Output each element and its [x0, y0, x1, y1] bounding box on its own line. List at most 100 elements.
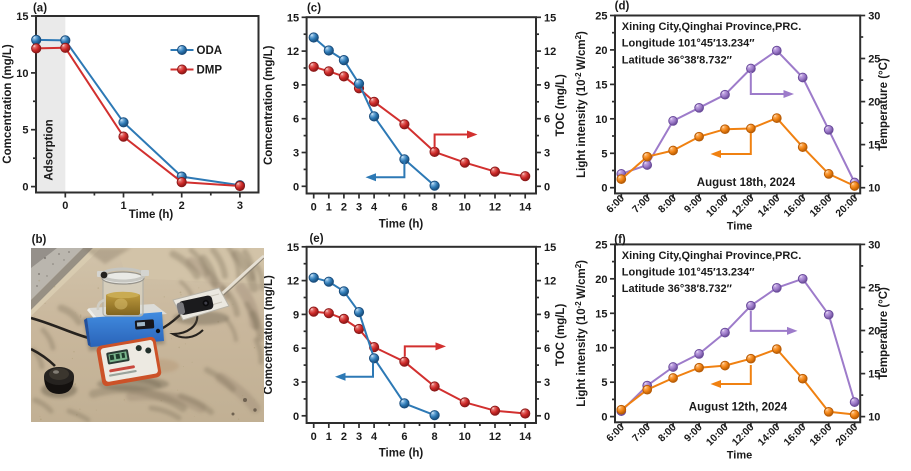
svg-text:0: 0 [293, 181, 299, 193]
svg-text:15: 15 [544, 12, 556, 24]
svg-text:14: 14 [519, 431, 532, 443]
svg-text:1: 1 [326, 202, 332, 214]
svg-text:0: 0 [311, 202, 317, 214]
svg-text:2: 2 [179, 200, 185, 212]
svg-text:10: 10 [868, 183, 880, 195]
svg-text:Time: Time [727, 450, 752, 462]
svg-text:9: 9 [544, 309, 550, 321]
svg-text:0: 0 [293, 411, 299, 423]
svg-text:10: 10 [459, 431, 471, 443]
svg-text:August 18th, 2024: August 18th, 2024 [697, 177, 796, 189]
svg-text:4: 4 [371, 202, 378, 214]
svg-text:Comcentration (mg/L): Comcentration (mg/L) [263, 45, 275, 165]
svg-text:3: 3 [293, 148, 299, 160]
svg-text:0: 0 [22, 182, 28, 194]
svg-text:3: 3 [356, 431, 362, 443]
svg-text:6: 6 [293, 114, 299, 126]
svg-text:15: 15 [287, 242, 299, 254]
svg-text:10: 10 [868, 412, 880, 424]
svg-text:Time: Time [727, 221, 752, 233]
svg-text:Longitude 101°45′13.234″: Longitude 101°45′13.234″ [622, 38, 755, 50]
svg-text:20: 20 [595, 45, 607, 57]
svg-text:15: 15 [868, 140, 880, 152]
svg-text:Latitude 36°38′8.732″: Latitude 36°38′8.732″ [622, 54, 733, 66]
svg-text:10: 10 [459, 202, 471, 214]
svg-text:TOC (mg/L): TOC (mg/L) [555, 74, 567, 137]
svg-text:5: 5 [601, 377, 607, 389]
svg-text:25: 25 [595, 239, 607, 251]
svg-text:0: 0 [544, 181, 550, 193]
svg-text:(c): (c) [307, 3, 321, 15]
svg-text:0: 0 [601, 183, 607, 195]
svg-text:Adsorption: Adsorption [44, 119, 56, 180]
svg-text:2: 2 [341, 202, 347, 214]
svg-text:15: 15 [595, 308, 607, 320]
svg-text:9: 9 [293, 309, 299, 321]
svg-text:6: 6 [544, 343, 550, 355]
svg-text:12: 12 [544, 46, 556, 58]
svg-text:(a): (a) [33, 3, 47, 15]
svg-text:Temperature (°C): Temperature (°C) [878, 287, 890, 380]
svg-text:1: 1 [120, 200, 126, 212]
svg-text:5: 5 [601, 148, 607, 160]
svg-text:Comcentration (mg/L): Comcentration (mg/L) [2, 44, 14, 164]
svg-text:Time (h): Time (h) [129, 209, 174, 221]
svg-text:0: 0 [601, 412, 607, 424]
svg-text:ODA: ODA [197, 45, 223, 57]
svg-text:Longitude 101°45′13.234″: Longitude 101°45′13.234″ [622, 267, 755, 279]
svg-text:20: 20 [595, 274, 607, 286]
svg-text:Time (h): Time (h) [379, 219, 424, 231]
svg-text:10: 10 [595, 114, 607, 126]
svg-text:6: 6 [401, 431, 407, 443]
svg-text:30: 30 [868, 239, 880, 251]
svg-text:0: 0 [311, 431, 317, 443]
svg-text:15: 15 [595, 79, 607, 91]
svg-text:August 12th, 2024: August 12th, 2024 [689, 402, 788, 414]
svg-text:8: 8 [432, 202, 438, 214]
svg-text:3: 3 [356, 202, 362, 214]
svg-text:12: 12 [489, 431, 501, 443]
svg-text:Temperature (°C): Temperature (°C) [878, 58, 890, 151]
svg-text:1: 1 [326, 431, 332, 443]
svg-text:15: 15 [544, 242, 556, 254]
svg-text:9: 9 [293, 80, 299, 92]
svg-text:Xining City,Qinghai Province,P: Xining City,Qinghai Province,PRC. [622, 250, 802, 262]
svg-text:15: 15 [16, 11, 28, 23]
svg-text:20: 20 [868, 326, 880, 338]
svg-text:3: 3 [237, 200, 243, 212]
svg-text:Comcentration (mg/L): Comcentration (mg/L) [263, 275, 275, 395]
svg-text:6: 6 [401, 202, 407, 214]
svg-text:0: 0 [544, 411, 550, 423]
svg-text:14: 14 [519, 202, 532, 214]
svg-text:(d): (d) [615, 0, 630, 12]
svg-text:12: 12 [287, 276, 299, 288]
svg-text:(b): (b) [32, 234, 47, 246]
svg-text:2: 2 [341, 431, 347, 443]
svg-text:25: 25 [595, 11, 607, 23]
svg-text:Time (h): Time (h) [379, 448, 424, 460]
svg-text:10: 10 [595, 343, 607, 355]
svg-text:6: 6 [544, 114, 550, 126]
svg-text:9: 9 [544, 80, 550, 92]
svg-text:15: 15 [868, 369, 880, 381]
svg-text:30: 30 [868, 11, 880, 23]
svg-text:0: 0 [62, 200, 68, 212]
svg-text:5: 5 [22, 125, 28, 137]
svg-text:DMP: DMP [197, 65, 223, 77]
svg-text:25: 25 [868, 54, 880, 66]
svg-text:15: 15 [287, 12, 299, 24]
svg-text:3: 3 [544, 148, 550, 160]
svg-text:12: 12 [544, 276, 556, 288]
svg-text:Light intensity (10-2 W/cm2): Light intensity (10-2 W/cm2) [574, 31, 588, 178]
svg-text:12: 12 [489, 202, 501, 214]
svg-text:Latitude 36°38′8.732″: Latitude 36°38′8.732″ [622, 283, 733, 295]
svg-text:4: 4 [371, 431, 378, 443]
svg-text:25: 25 [868, 283, 880, 295]
svg-text:20: 20 [868, 97, 880, 109]
svg-text:Light intensity (10-2 W/cm2): Light intensity (10-2 W/cm2) [574, 260, 588, 407]
svg-text:8: 8 [432, 431, 438, 443]
svg-text:(e): (e) [309, 233, 323, 245]
svg-text:TOC (mg/L): TOC (mg/L) [555, 304, 567, 367]
svg-text:3: 3 [544, 377, 550, 389]
svg-text:12: 12 [287, 46, 299, 58]
